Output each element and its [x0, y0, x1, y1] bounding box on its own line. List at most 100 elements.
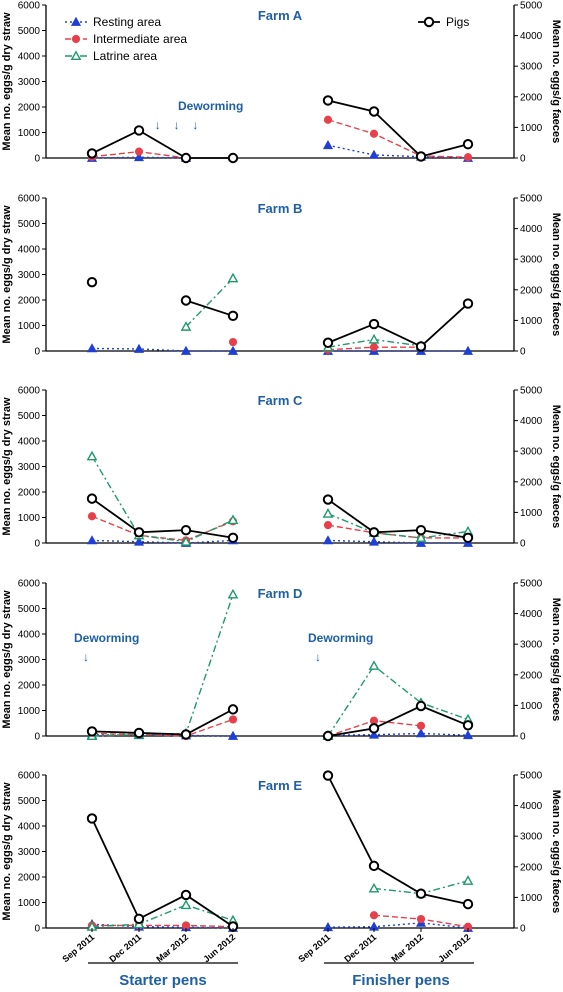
intermediate-point: [369, 129, 379, 138]
pigs-point: [415, 524, 427, 536]
group-label-finisher: Finisher pens: [352, 972, 450, 989]
pigs-point: [322, 730, 334, 742]
y-left-label: Mean no. eggs/g dry straw: [1, 397, 13, 536]
right-tick-label: 3000: [520, 832, 543, 843]
panel-title: Farm A: [258, 8, 303, 23]
latrine-point: [180, 321, 192, 331]
intermediate-point: [463, 153, 473, 162]
intermediate-point: [181, 921, 191, 930]
pigs-line-starter: [91, 708, 234, 736]
y-right-label: Mean no. eggs/g faeces: [550, 20, 562, 143]
latrine-point: [322, 508, 334, 518]
resting-point: [133, 536, 145, 546]
pigs-point: [368, 723, 380, 734]
right-tick-label: 1000: [520, 123, 543, 134]
pigs-point: [462, 298, 474, 309]
pigs-point: [86, 726, 98, 737]
deworming-annotation: Deworming: [308, 631, 373, 645]
pigs-point: [227, 704, 239, 715]
pigs-point: [180, 889, 192, 901]
left-tick-label: 6000: [18, 1, 41, 12]
pigs-point: [415, 151, 427, 162]
pigs-point: [86, 813, 98, 824]
right-tick-label: 2000: [520, 862, 543, 873]
left-tick-label: 6000: [18, 386, 41, 397]
pigs-point: [415, 888, 427, 899]
resting-point: [322, 535, 334, 545]
right-tick-label: 0: [520, 732, 526, 743]
pigs-point: [180, 295, 192, 306]
x-tick-label: Jun 2012: [201, 932, 237, 964]
pigs-point: [322, 95, 334, 106]
intermediate-point: [369, 911, 379, 920]
left-tick-label: 5000: [18, 604, 41, 615]
pigs-point: [133, 727, 145, 739]
latrine-point: [415, 532, 427, 542]
pigs-point: [180, 524, 192, 536]
left-tick-label: 6000: [18, 579, 41, 590]
right-tick-label: 5000: [520, 579, 543, 590]
left-tick-label: 0: [34, 732, 40, 743]
left-tick-label: 1000: [18, 513, 41, 524]
deworming-annotation: Deworming: [74, 631, 139, 645]
intermediate-point: [416, 914, 426, 924]
pigs-point: [462, 898, 474, 910]
pigs-point: [227, 310, 239, 322]
x-tick-label: Mar 2012: [389, 932, 425, 964]
right-tick-label: 5000: [520, 771, 543, 782]
left-tick-label: 1000: [18, 706, 41, 717]
pigs-point: [415, 341, 427, 352]
resting-line-starter: [91, 923, 234, 929]
y-left-label: Mean no. eggs/g dry straw: [1, 590, 13, 729]
pigs-point: [180, 152, 192, 164]
latrine-point: [227, 588, 239, 599]
right-tick-label: 0: [520, 154, 526, 165]
latrine-point: [180, 899, 192, 910]
left-tick-label: 6000: [18, 194, 41, 205]
intermediate-line-finisher: [327, 119, 469, 158]
resting-line-starter: [91, 734, 234, 737]
pigs-line-finisher: [327, 99, 469, 158]
pigs-line-finisher: [327, 498, 469, 539]
resting-line-finisher: [327, 922, 469, 929]
pigs-line-finisher: [327, 302, 469, 348]
resting-point: [462, 345, 474, 355]
x-tick-label: Dec 2011: [342, 932, 378, 964]
latrine-point: [86, 450, 98, 461]
pigs-point: [86, 493, 98, 504]
right-tick-label: 4000: [520, 224, 543, 235]
latrine-line-starter: [185, 277, 234, 328]
legend-pigs-label: Pigs: [446, 15, 469, 29]
resting-point: [415, 537, 427, 547]
right-tick-label: 4000: [520, 416, 543, 427]
left-tick-label: 3000: [18, 462, 41, 473]
resting-point: [227, 730, 239, 740]
latrine-point: [368, 333, 380, 344]
intermediate-point: [323, 521, 333, 530]
right-tick-label: 2000: [520, 670, 543, 681]
latrine-point: [180, 536, 192, 546]
legend-pigs-marker: [423, 16, 435, 28]
y-right-label: Mean no. eggs/g faeces: [550, 598, 562, 721]
pigs-point: [180, 729, 192, 740]
resting-point: [86, 343, 98, 353]
deworming-arrow-icon: ↓: [155, 118, 161, 132]
left-tick-label: 4000: [18, 245, 41, 256]
resting-line-starter: [91, 539, 234, 544]
panel-title: Farm B: [258, 201, 303, 216]
resting-line-starter: [91, 156, 187, 159]
intermediate-point: [416, 721, 426, 730]
pigs-point: [368, 106, 380, 117]
y-right-label: Mean no. eggs/g faeces: [550, 405, 562, 528]
left-tick-label: 5000: [18, 796, 41, 807]
panel-title: Farm E: [258, 778, 302, 793]
right-tick-label: 2000: [520, 285, 543, 296]
intermediate-line-starter: [91, 718, 234, 737]
left-tick-label: 4000: [18, 822, 41, 833]
y-left-label: Mean no. eggs/g dry straw: [1, 205, 13, 344]
resting-point: [180, 345, 192, 355]
latrine-point: [368, 660, 380, 670]
pigs-line-starter: [91, 129, 233, 159]
deworming-arrow-icon: ↓: [192, 118, 198, 132]
left-tick-label: 5000: [18, 26, 41, 37]
